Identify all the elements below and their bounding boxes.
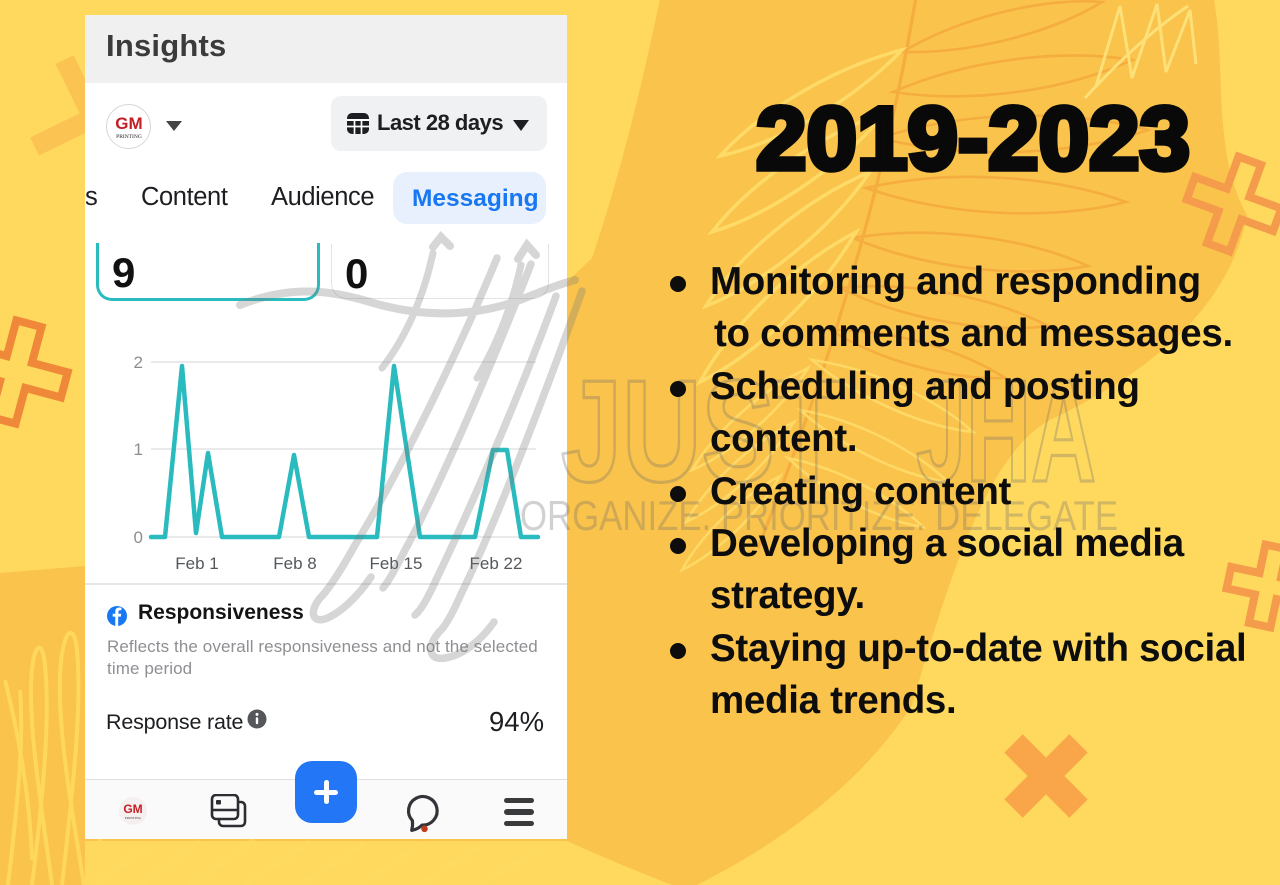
svg-text:Feb 1: Feb 1 — [175, 554, 218, 573]
svg-text:2019-2023: 2019-2023 — [756, 90, 1190, 188]
svg-text:PRINTING: PRINTING — [116, 134, 142, 140]
svg-text:PRINTING: PRINTING — [125, 816, 142, 820]
svg-text:GM: GM — [123, 802, 142, 816]
svg-text:0: 0 — [134, 528, 143, 547]
svg-text:Feb 22: Feb 22 — [470, 554, 523, 573]
svg-text:1: 1 — [134, 440, 143, 459]
svg-text:Feb 8: Feb 8 — [273, 554, 316, 573]
svg-text:2: 2 — [134, 353, 143, 372]
svg-text:GM: GM — [115, 114, 142, 133]
svg-text:Feb 15: Feb 15 — [370, 554, 423, 573]
